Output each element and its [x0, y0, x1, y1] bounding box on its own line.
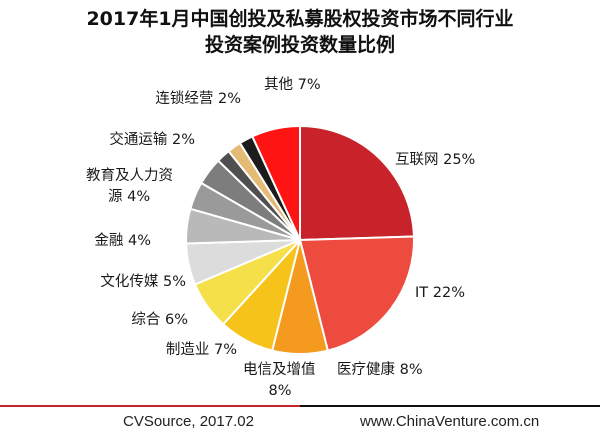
pie-label-9: 交通运输 2% [109, 130, 195, 148]
pie-label-5: 综合 6% [131, 311, 188, 328]
pie-slice-1 [298, 235, 415, 352]
chart-title-line-2: 投资案例投资数量比例 [204, 34, 395, 56]
footer-website: www.ChinaVenture.com.cn [360, 413, 540, 430]
pie-label-3: 电信及增值 8% [243, 361, 316, 399]
pie-slice-12 [251, 124, 301, 241]
pie-slices [185, 124, 415, 355]
pie-label-6: 文化传媒 5% [100, 273, 186, 290]
pie-label-8: 教育及人力资源 4% [86, 167, 173, 205]
footer-source: CVSource, 2017.02 [123, 413, 254, 430]
pie-label-11: 其他 7% [264, 76, 321, 93]
footer-divider-black [300, 405, 600, 407]
pie-label-10: 连锁经营 2% [155, 90, 241, 107]
pie-label-7: 金融 4% [94, 232, 151, 249]
pie-label-4: 制造业 7% [166, 341, 237, 358]
pie-label-1: IT 22% [415, 285, 465, 301]
footer-divider-red [0, 405, 300, 407]
pie-label-2: 医疗健康 8% [337, 361, 423, 378]
chart-title-line-1: 2017年1月中国创投及私募股权投资市场不同行业 [86, 8, 514, 30]
pie-slice-0 [299, 124, 415, 242]
pie-labels: 互联网 25% IT 22% 医疗健康 8% 电信及增值 8% 制造业 7% 综合 6% 文化… [86, 76, 475, 399]
pie-label-0: 互联网 25% [395, 151, 475, 168]
